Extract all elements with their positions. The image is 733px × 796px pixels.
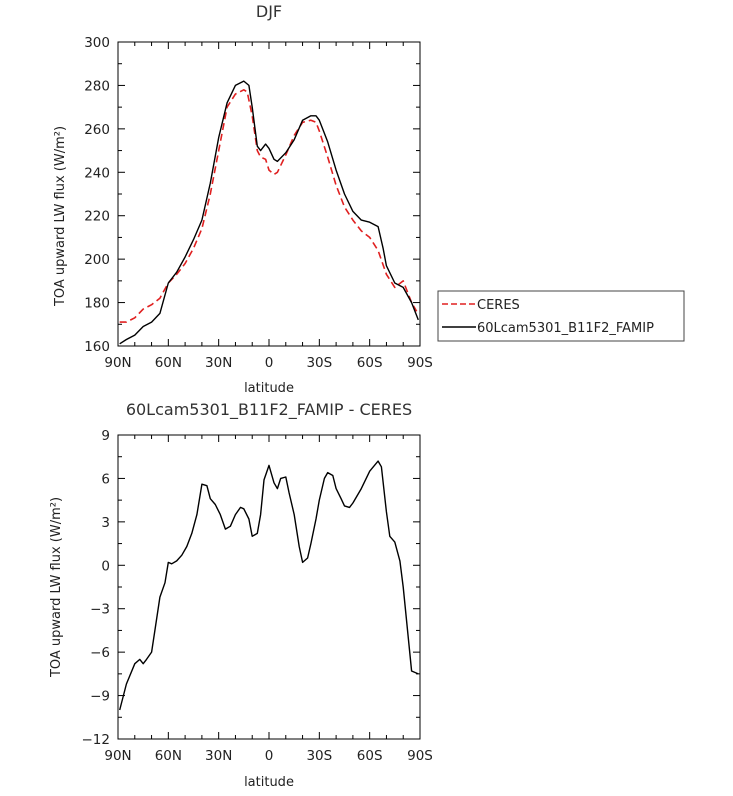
top-plot-area: 90N 60N 30N 0 30S 60S 90S 160 180 200 220 240 260 280… xyxy=(84,35,433,371)
top-x-axis-label: latitude xyxy=(244,381,294,396)
bottom-y-tick-label: 3 xyxy=(101,515,110,531)
top-series-line-ceres xyxy=(119,89,418,323)
top-x-tick-label: 30S xyxy=(306,355,332,371)
bottom-y-tick-label: −9 xyxy=(90,689,110,705)
legend-label-ceres: CERES xyxy=(477,298,520,313)
top-x-tick-label: 90N xyxy=(104,355,131,371)
bottom-x-tick-label: 60N xyxy=(155,748,182,764)
top-y-tick-label: 160 xyxy=(84,339,110,355)
top-x-tick-label: 30N xyxy=(205,355,232,371)
top-x-tick-label: 90S xyxy=(407,355,433,371)
bottom-panel: 60Lcam5301_B11F2_FAMIP - CERES 90N 60N 30N… xyxy=(49,400,433,790)
bottom-y-tick-label: −6 xyxy=(90,645,110,661)
top-y-tick-label: 200 xyxy=(84,252,110,268)
bottom-y-tick-label: 9 xyxy=(101,428,110,444)
top-chart-title: DJF xyxy=(256,2,282,21)
top-series-line-60lcam5301-b11f2-famip xyxy=(119,80,419,345)
legend-label-model: 60Lcam5301_B11F2_FAMIP xyxy=(477,321,654,336)
bottom-y-axis-label: TOA upward LW flux (W/m²) xyxy=(49,497,64,678)
bottom-x-tick-label: 30N xyxy=(205,748,232,764)
bottom-y-tick-label: −3 xyxy=(90,602,110,618)
top-x-tick-label: 0 xyxy=(265,355,274,371)
bottom-x-tick-label: 60S xyxy=(357,748,383,764)
top-y-tick-label: 300 xyxy=(84,35,110,51)
top-x-tick-label: 60N xyxy=(155,355,182,371)
top-y-axis-label: TOA upward LW flux (W/m²) xyxy=(53,126,68,307)
top-y-tick-label: 180 xyxy=(84,296,110,312)
bottom-x-tick-label: 90S xyxy=(407,748,433,764)
bottom-chart-title: 60Lcam5301_B11F2_FAMIP - CERES xyxy=(126,400,412,420)
top-x-tick-label: 60S xyxy=(357,355,383,371)
bottom-y-tick-label: −12 xyxy=(82,732,111,748)
bottom-y-tick-label: 0 xyxy=(101,558,110,574)
legend: CERES 60Lcam5301_B11F2_FAMIP xyxy=(437,290,685,342)
top-y-tick-label: 240 xyxy=(84,165,110,181)
top-y-tick-label: 220 xyxy=(84,209,110,225)
top-y-tick-label: 280 xyxy=(84,78,110,94)
top-y-tick-label: 260 xyxy=(84,122,110,138)
bottom-x-tick-label: 30S xyxy=(306,748,332,764)
bottom-plot-area: 90N 60N 30N 0 30S 60S 90S −12 −9 −6 −3 0 3 6 9 xyxy=(82,428,433,764)
bottom-y-tick-label: 6 xyxy=(101,471,110,487)
bottom-series-line-difference xyxy=(119,460,419,711)
legend-box xyxy=(437,290,685,342)
top-panel: DJF 90N 60N 30N 0 30S 60S 90S 160 180 200 220 240 26… xyxy=(53,2,433,396)
bottom-x-axis-label: latitude xyxy=(244,775,294,790)
bottom-x-tick-label: 90N xyxy=(104,748,131,764)
bottom-x-tick-label: 0 xyxy=(265,748,274,764)
